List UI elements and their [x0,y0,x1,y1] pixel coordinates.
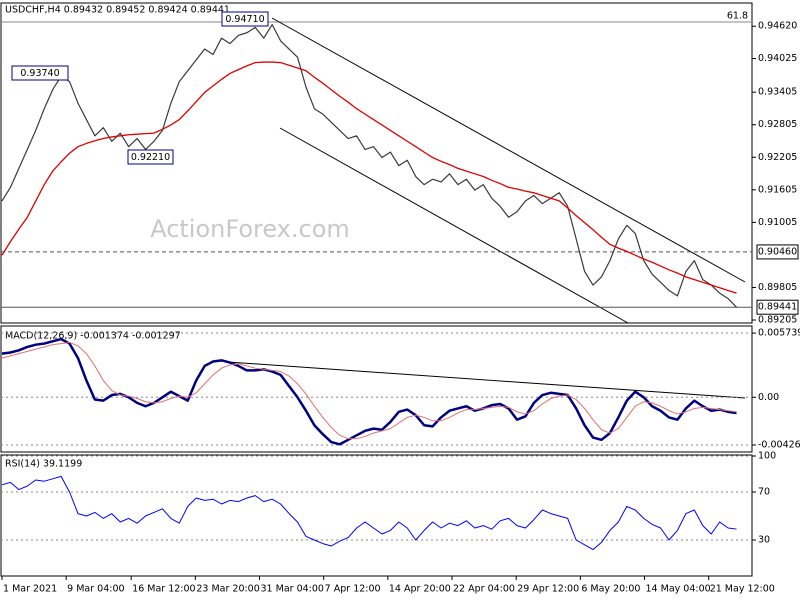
x-tick-label: 21 May 12:00 [710,584,775,595]
x-tick-label: 14 May 04:00 [646,584,711,595]
channel-lower [279,127,629,324]
watermark: ActionForex.com [150,215,350,243]
x-tick-label: 1 Mar 2021 [3,584,57,595]
panel-title: USDCHF,H4 0.89432 0.89452 0.89424 0.8944… [5,5,230,16]
level-label: 0.90460 [758,246,797,257]
x-tick-label: 16 Mar 12:00 [132,584,195,595]
annotation: 0.93740 [20,68,59,79]
y-tick-label: 0.00 [758,392,779,403]
fib-label: 61.8 [727,11,748,22]
y-tick-label: 0.89205 [758,315,797,326]
annotation: 0.92210 [131,152,170,163]
series-line [1,341,737,440]
series-line [1,24,737,308]
x-tick-label: 29 Apr 12:00 [517,584,579,595]
x-tick-label: 9 Mar 04:00 [67,584,124,595]
level-label-box [756,244,799,260]
y-tick-label: 0.93405 [758,87,797,98]
series-line [1,475,737,551]
y-tick-label: -0.004261 [758,439,800,450]
series-line [1,61,737,294]
x-tick-label: 7 Apr 12:00 [325,584,381,595]
y-tick-label: 0.94620 [758,21,797,32]
macd-trendline [227,361,746,399]
x-tick-label: 6 May 20:00 [581,584,640,595]
y-tick-label: 0.91605 [758,184,797,195]
x-tick-label: 23 Mar 20:00 [196,584,259,595]
x-tick-label: 31 Mar 04:00 [261,584,324,595]
y-tick-label: 0.92805 [758,119,797,130]
level-label: 0.89441 [758,302,797,313]
annotation-box [127,149,174,165]
channel-upper [271,17,746,283]
y-tick-label: 70 [758,487,770,498]
y-tick-label: 0.91005 [758,217,797,228]
y-tick-label: 30 [758,535,770,546]
y-tick-label: 0.005739 [758,328,800,339]
macd-panel [0,325,753,453]
x-tick-label: 14 Apr 20:00 [389,584,451,595]
annotation-box [11,65,69,81]
annotation-box [221,11,269,27]
rsi-panel [0,454,753,577]
x-tick-label: 22 Apr 04:00 [453,584,515,595]
y-tick-label: 0.92205 [758,152,797,163]
price-panel [0,2,753,324]
y-tick-label: 0.94025 [758,53,797,64]
level-label-box [756,299,799,315]
y-tick-label: 0.89805 [758,282,797,293]
panel-title: MACD(12,26,9) -0.001374 -0.001297 [5,331,181,342]
panel-title: RSI(14) 39.1199 [5,459,82,470]
annotation: 0.94710 [225,14,264,25]
y-tick-label: 100 [758,451,776,462]
